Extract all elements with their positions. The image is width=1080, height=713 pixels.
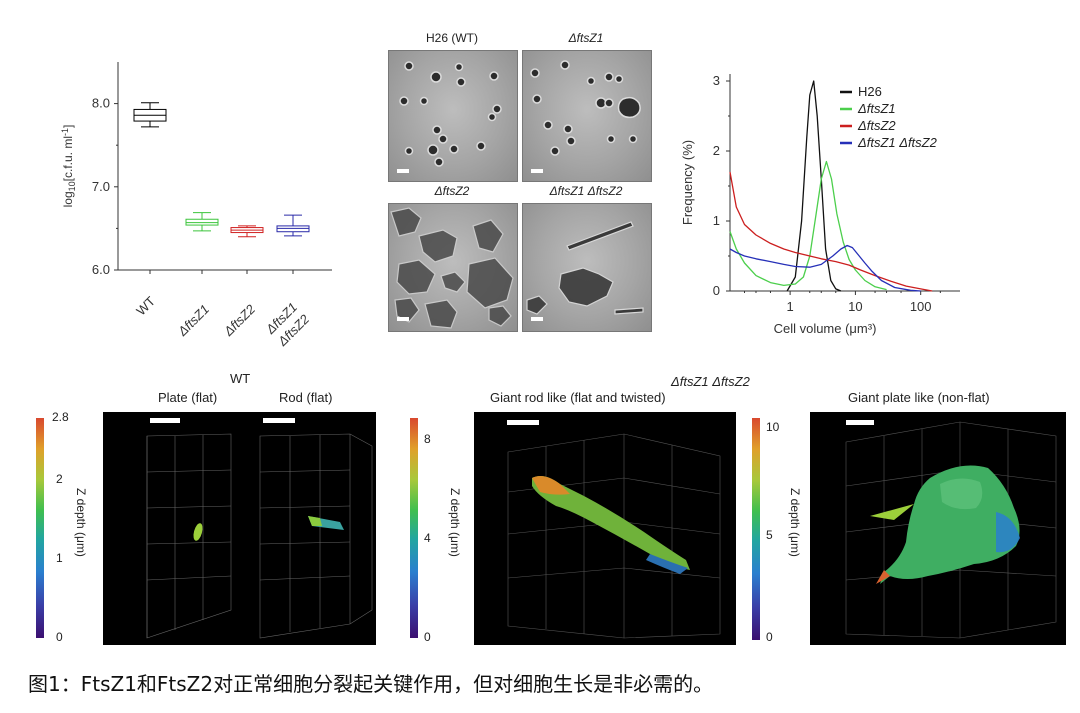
micrograph-double: [522, 203, 652, 332]
boxplot-y-tick-label: 7.0: [92, 179, 110, 194]
micrograph-ftsz1: [522, 50, 652, 182]
colorbar-3: [752, 418, 760, 640]
render-rod-flat: [246, 412, 376, 645]
legend-label: ΔftsZ1 ΔftsZ2: [857, 135, 938, 150]
colorbar-3-tick-2: 10: [766, 420, 780, 434]
volume-histogram: 0 1 2 3 1 10 100 Frequency (%) Cell volume (μm³)…: [680, 73, 960, 336]
legend-label: ΔftsZ1: [857, 101, 896, 116]
boxplot-y-label: log10[c.f.u. ml-1]: [60, 125, 77, 208]
colorbar-2-tick-2: 8: [424, 432, 431, 446]
histogram-x-tick-label: 1: [787, 299, 794, 314]
micrograph-label-ftsz1: ΔftsZ1: [568, 31, 604, 45]
histogram-series-line: [729, 160, 887, 291]
micrograph-wt-cells: [397, 61, 502, 173]
colorbar-1: [36, 418, 44, 638]
histogram-series-line: [729, 171, 933, 292]
histogram-series-line: [729, 244, 921, 292]
histogram-x-tick-label: 10: [848, 299, 862, 314]
boxplot-x-label: ΔftsZ2: [220, 301, 258, 339]
micrograph-label-wt: H26 (WT): [426, 31, 478, 45]
micrograph-label-double: ΔftsZ1 ΔftsZ2: [549, 184, 623, 198]
colorbar-3-tick-1: 5: [766, 528, 773, 542]
micrograph-ftsz1-cells: [530, 60, 641, 173]
boxplot-x-label: WT: [133, 293, 158, 318]
wt-title: WT: [230, 371, 251, 386]
figure-caption: 图1：FtsZ1和FtsZ2对正常细胞分裂起关键作用，但对细胞生长是非必需的。: [28, 672, 714, 696]
histogram-y-tick-label: 3: [713, 73, 720, 88]
histogram-y-tick-label: 0: [713, 283, 720, 298]
colorbar-1-tick-3: 2.8: [52, 410, 69, 424]
colorbar-2: [410, 418, 418, 638]
boxplot-boxes: [133, 102, 310, 238]
micrograph-label-ftsz2: ΔftsZ2: [434, 184, 470, 198]
panel-title-plate: Plate (flat): [158, 390, 218, 405]
histogram-series: [729, 80, 933, 292]
histogram-y-tick-label: 1: [713, 213, 720, 228]
render-giant-plate-box: [845, 420, 1057, 639]
colorbar-1-tick-1: 1: [56, 551, 63, 565]
panel-title-giant-rod: Giant rod like (flat and twisted): [490, 390, 666, 405]
histogram-axes: 0 1 2 3 1 10 100 Frequency (%) Cell volume (μm³): [680, 73, 960, 336]
double-mutant-title: ΔftsZ1 ΔftsZ2: [671, 374, 750, 389]
colorbar-1-title: Z depth (μm): [74, 488, 88, 557]
legend-label: ΔftsZ2: [857, 118, 896, 133]
boxplot-axes: 6.0 7.0 8.0 log10[c.f.u. ml-1]: [60, 62, 332, 277]
micrograph-wt: [388, 50, 518, 182]
micrograph-double-cells: [526, 221, 644, 321]
render-giant-plate: [810, 412, 1066, 645]
colorbar-2-title: Z depth (μm): [448, 488, 462, 557]
histogram-y-tick-label: 2: [713, 143, 720, 158]
panel-title-giant-plate: Giant plate like (non-flat): [848, 390, 990, 405]
histogram-x-label: Cell volume (μm³): [774, 321, 877, 336]
boxplot-y-tick-label: 8.0: [92, 96, 110, 111]
colorbar-1-tick-2: 2: [56, 472, 63, 486]
histogram-x-tick-label: 100: [910, 299, 932, 314]
legend-label: H26: [858, 84, 882, 99]
render-rod-flat-box: [259, 418, 373, 639]
histogram-legend: H26 ΔftsZ1 ΔftsZ2 ΔftsZ1 ΔftsZ2: [840, 84, 938, 150]
micrograph-ftsz2: [388, 203, 518, 332]
colorbar-2-tick-1: 4: [424, 531, 431, 545]
panel-title-rod: Rod (flat): [279, 390, 333, 405]
render-giant-rod: [474, 412, 736, 645]
render-giant-rod-box: [507, 420, 721, 639]
colorbar-1-tick-0: 0: [56, 630, 63, 644]
colorbar-3-title: Z depth (μm): [788, 488, 802, 557]
histogram-y-label: Frequency (%): [680, 140, 695, 225]
boxplot-x-label: ΔftsZ1: [174, 302, 212, 340]
boxplot-y-tick-label: 6.0: [92, 262, 110, 277]
colorbar-2-tick-0: 0: [424, 630, 431, 644]
render-plate-flat-box: [146, 418, 232, 639]
histogram-series-line: [786, 80, 842, 292]
render-plate-flat: [103, 412, 246, 645]
micrograph-ftsz2-cells: [390, 207, 514, 329]
cfu-boxplot: 6.0 7.0 8.0 log10[c.f.u. ml-1] WT ΔftsZ1 Δfts…: [60, 62, 332, 349]
colorbar-3-tick-0: 0: [766, 630, 773, 644]
